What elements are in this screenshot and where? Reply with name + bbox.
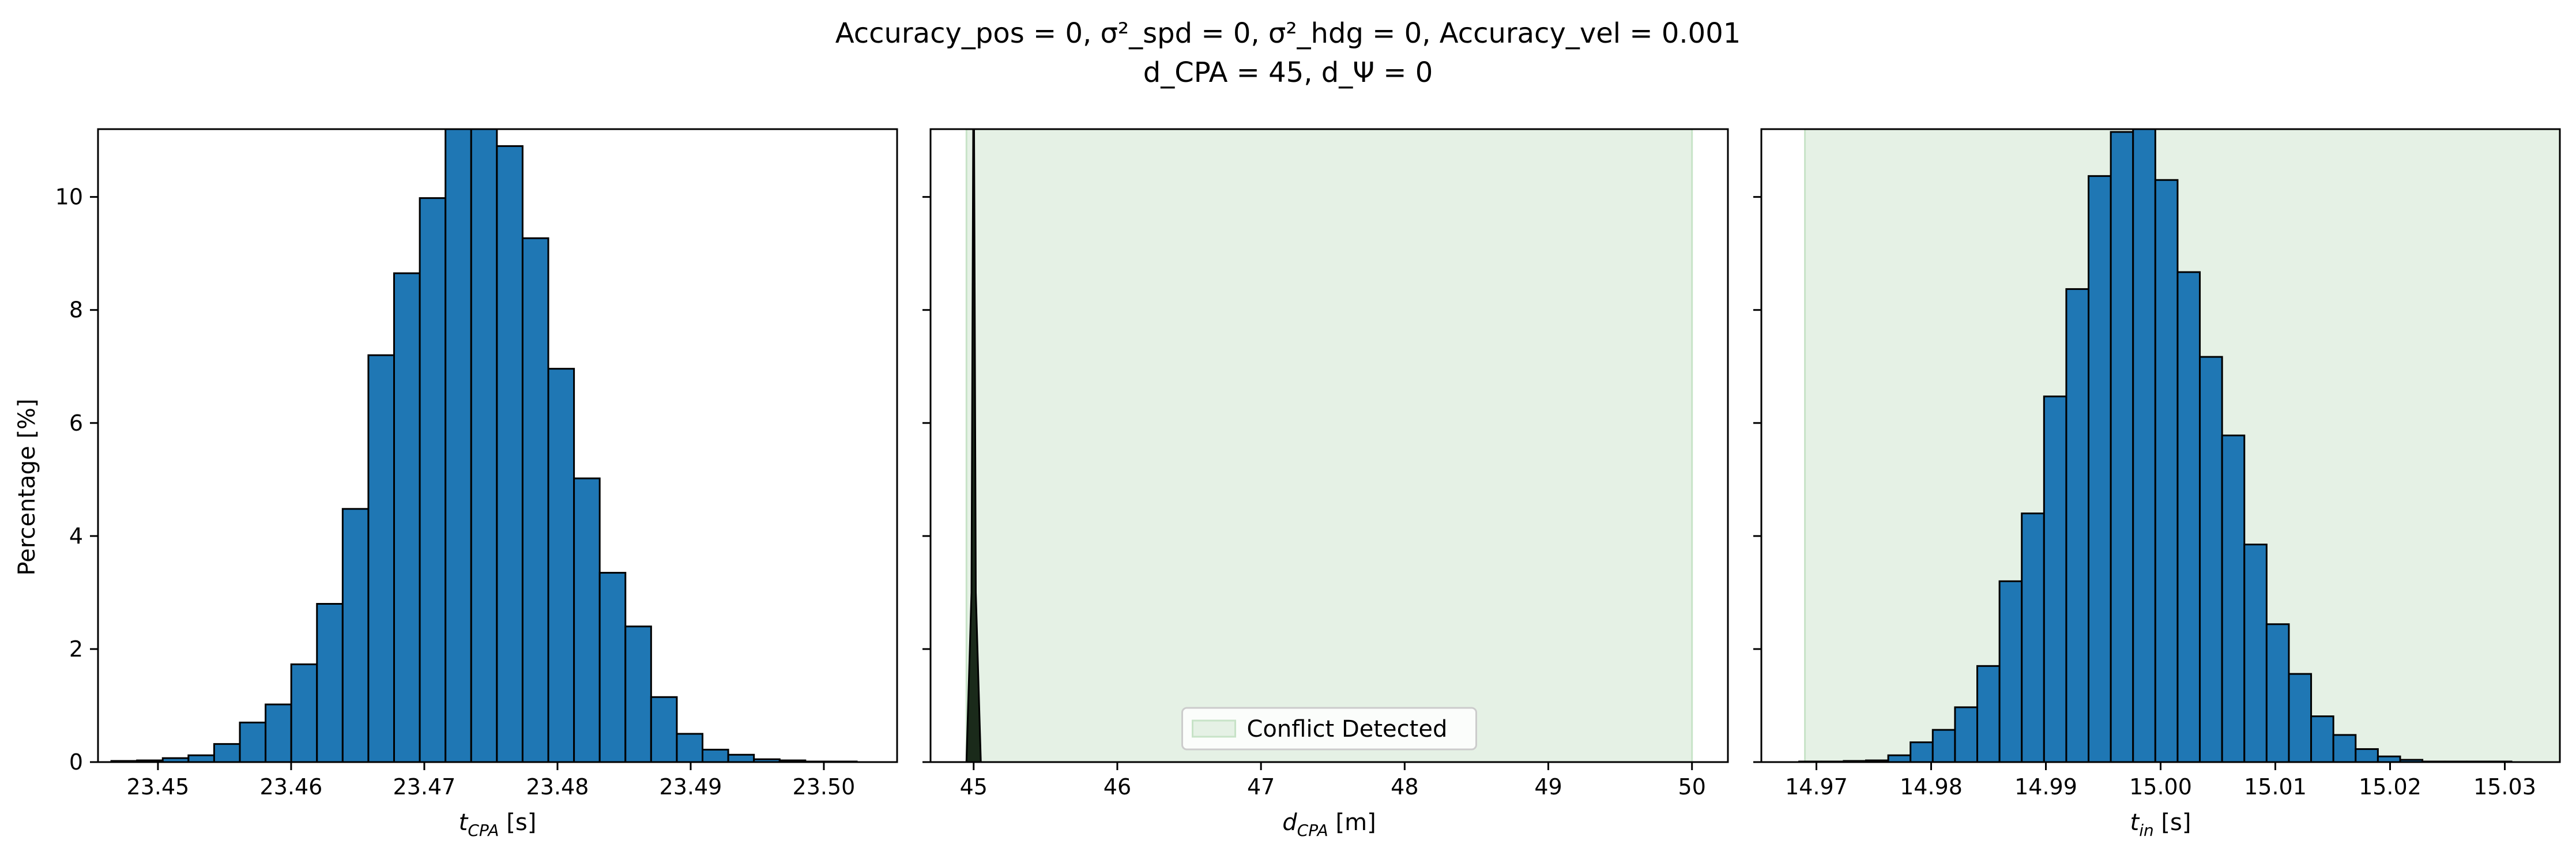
plot-area <box>110 129 858 762</box>
x-tick-label: 14.98 <box>1900 774 1963 800</box>
histogram-bar <box>2221 434 2246 762</box>
legend: Conflict Detected <box>1181 707 1477 751</box>
y-tick-label: 6 <box>69 410 83 436</box>
x-tick-label: 15.01 <box>2244 774 2307 800</box>
y-tick-label: 2 <box>69 636 83 662</box>
x-tick-label: 23.47 <box>393 774 456 800</box>
histogram-bar <box>341 508 370 762</box>
y-axis-label: Percentage [%] <box>14 399 40 576</box>
histogram-bar <box>1998 580 2023 762</box>
y-tick-label: 8 <box>69 297 83 323</box>
conflict-region <box>965 129 1693 762</box>
histogram-bar <box>547 368 575 762</box>
histogram-bar <box>470 129 498 762</box>
x-tick-label: 45 <box>960 774 988 800</box>
histogram-bar <box>2088 175 2112 762</box>
axes-frame <box>97 128 898 763</box>
histogram-bar <box>2065 288 2090 762</box>
x-tick-label: 15.00 <box>2129 774 2192 800</box>
histogram-bar <box>2332 734 2357 762</box>
histogram-bar <box>213 743 241 762</box>
histogram-bar <box>187 754 215 762</box>
histogram-bar <box>650 696 678 762</box>
x-axis-label: tin [s] <box>2130 809 2191 840</box>
x-axis-label: tCPA [s] <box>459 809 537 840</box>
histogram-bar <box>496 145 524 762</box>
histogram-bar <box>1910 741 1934 762</box>
plot-area <box>1798 129 2560 762</box>
histogram-bar <box>2176 271 2201 762</box>
x-tick-label: 23.45 <box>127 774 190 800</box>
legend-box <box>1181 707 1477 751</box>
histogram-bar <box>290 663 318 762</box>
x-tick-label: 14.97 <box>1785 774 1848 800</box>
histogram-bar <box>1954 706 1979 762</box>
histogram-bar <box>2132 129 2156 762</box>
histogram-bar <box>239 721 267 762</box>
figure-title-line2: d_CPA = 45, d_Ψ = 0 <box>1143 56 1433 89</box>
x-tick-label: 23.50 <box>793 774 856 800</box>
x-tick-label: 23.48 <box>526 774 589 800</box>
histogram-bar <box>727 753 755 762</box>
histogram-bar <box>2243 544 2268 762</box>
panel-t-in: 14.97 14.98 14.99 15.00 15.01 15.02 15.03 tin [… <box>1753 128 2561 840</box>
legend-label: Conflict Detected <box>1247 716 1448 742</box>
histogram-bar <box>1887 754 1912 762</box>
x-axis-label: dCPA [m] <box>1282 809 1376 840</box>
x-tick-label: 23.49 <box>660 774 722 800</box>
histogram-bar <box>2199 356 2223 762</box>
legend-swatch <box>1192 719 1236 738</box>
histogram-bar <box>702 748 729 762</box>
histogram-bar <box>419 197 447 762</box>
histogram-bar <box>1976 665 2001 762</box>
x-tick-label: 46 <box>1104 774 1131 800</box>
x-tick-label: 48 <box>1391 774 1418 800</box>
x-tick-label: 14.99 <box>2014 774 2077 800</box>
figure-title-line1: Accuracy_pos = 0, σ²_spd = 0, σ²_hdg = 0… <box>835 17 1741 50</box>
histogram-bar <box>445 129 472 762</box>
histogram-bar <box>573 477 601 762</box>
histogram-bar <box>2310 715 2334 762</box>
plot-area <box>965 129 1693 762</box>
y-tick-label: 0 <box>69 749 83 775</box>
histogram-bar <box>624 625 652 762</box>
histogram-bar <box>316 603 344 762</box>
histogram-bar <box>2355 748 2379 762</box>
y-tick-label: 4 <box>69 523 83 549</box>
x-tick-label: 23.46 <box>260 774 323 800</box>
histogram-bar <box>393 272 421 762</box>
histogram-spike <box>965 129 982 762</box>
panel-t-cpa: 23.45 23.46 23.47 23.48 23.49 23.50 0 2 4 6 8 10 tCP… <box>55 128 898 840</box>
x-tick-label: 15.02 <box>2359 774 2421 800</box>
x-tick-label: 47 <box>1247 774 1275 800</box>
y-tick-label: 10 <box>55 184 83 210</box>
histogram-bar <box>2043 395 2067 762</box>
histogram-bar <box>2265 623 2290 762</box>
x-tick-label: 15.03 <box>2473 774 2536 800</box>
histogram-bar <box>521 237 549 762</box>
histogram-bar <box>2154 179 2179 762</box>
x-tick-label: 49 <box>1534 774 1562 800</box>
histogram-bar <box>676 733 704 762</box>
histogram-bar <box>2110 131 2134 762</box>
histogram-bar <box>598 572 627 762</box>
panel-d-cpa: 45 46 47 48 49 50 dCPA [m] Conflict Detected <box>922 128 1729 840</box>
histogram-bar <box>2288 673 2313 762</box>
histogram-bar <box>2021 512 2045 762</box>
x-tick-label: 50 <box>1678 774 1706 800</box>
axes-frame <box>929 128 1729 763</box>
histogram-bar <box>1931 729 1956 762</box>
histogram-bar <box>265 703 292 762</box>
histogram-bar <box>367 354 396 762</box>
